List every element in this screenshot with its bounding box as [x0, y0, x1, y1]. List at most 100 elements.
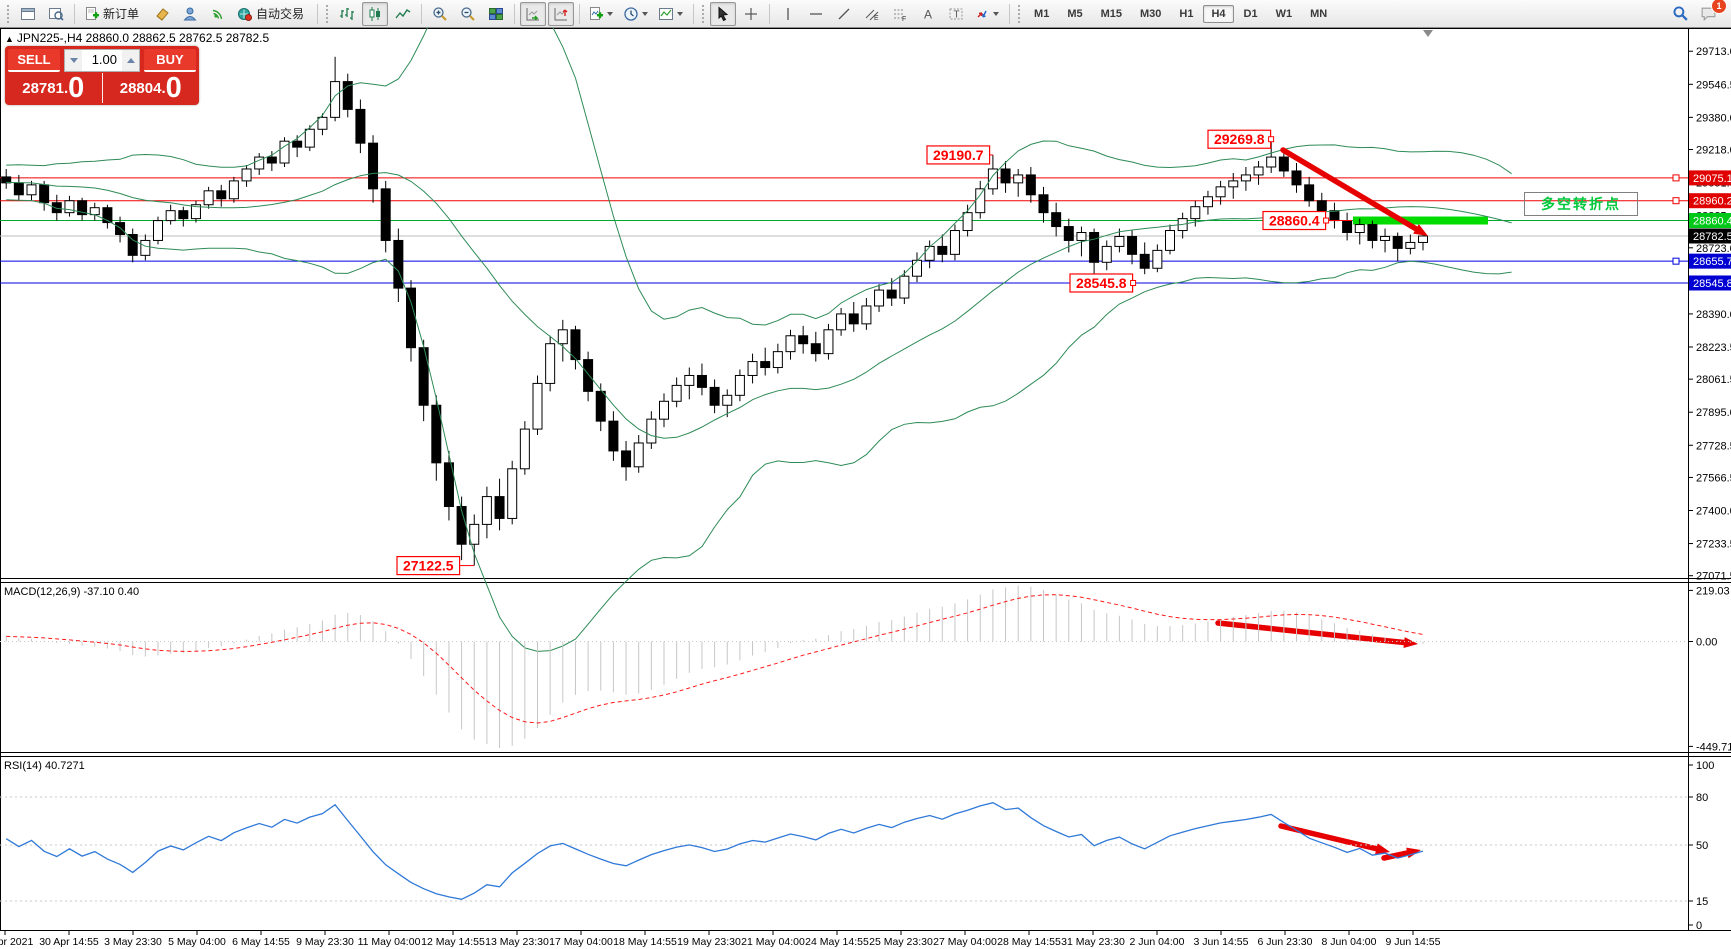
candlestick [266, 156, 277, 164]
callout-handle[interactable] [1268, 136, 1275, 143]
trend-arrow-head [1413, 224, 1428, 236]
cursor-tool-button[interactable] [710, 1, 737, 26]
volume-decrease-button[interactable] [65, 50, 82, 71]
candlestick [823, 329, 834, 355]
timeframe-m5-button[interactable]: M5 [1067, 7, 1083, 20]
price-callout-box[interactable] [926, 145, 991, 165]
candlestick [165, 210, 176, 222]
highlight-bar[interactable] [1353, 216, 1488, 225]
sell-price[interactable]: 28781. 0 [5, 73, 103, 103]
toolbar-grip[interactable] [1017, 3, 1023, 24]
bollinger-upper-band [6, 0, 1512, 326]
candlestick-chart-button[interactable] [362, 1, 389, 26]
fibonacci-tool-button[interactable]: F [887, 2, 913, 26]
text-tool-button[interactable]: A [915, 2, 941, 26]
scroll-marker-icon[interactable] [1423, 30, 1433, 37]
signals-button[interactable] [205, 2, 231, 26]
buy-price[interactable]: 28804. 0 [103, 73, 200, 103]
trend-arrow[interactable] [1280, 147, 1419, 232]
text-label-tool-button[interactable]: T [943, 2, 969, 26]
search-icon[interactable] [1667, 2, 1693, 26]
rsi-axis-label: 100 [1696, 760, 1714, 772]
eraser-button[interactable] [149, 2, 175, 26]
price-callout-label: 29269.8 [1214, 131, 1265, 147]
vertical-line-tool-button[interactable] [775, 2, 801, 26]
candlestick [406, 287, 416, 349]
crosshair-tool-button[interactable] [738, 2, 764, 26]
candlestick [64, 200, 75, 214]
line-chart-button[interactable] [390, 2, 416, 26]
candlestick [987, 168, 998, 190]
timeframe-h1-button[interactable]: H1 [1179, 7, 1194, 20]
toolbar-grip[interactable] [6, 3, 11, 24]
line-handle[interactable] [1672, 197, 1680, 205]
candlestick [1013, 174, 1024, 184]
time-axis-label: 3 Jun 14:55 [1194, 936, 1249, 948]
price-axis-label: 27566.5 [1696, 472, 1731, 484]
timeframe-m30-button[interactable]: M30 [1140, 7, 1162, 20]
rsi-line [5, 802, 1424, 900]
chart-shift-button[interactable] [548, 1, 575, 26]
timeframe-d1-button[interactable]: D1 [1243, 7, 1258, 20]
toolbar-grip[interactable] [701, 3, 707, 24]
timeframe-h4-button[interactable]: H4 [1203, 4, 1234, 23]
callout-handle[interactable] [1130, 279, 1137, 286]
candlestick [380, 188, 391, 241]
candlestick [608, 420, 619, 452]
timeframe-w1-button[interactable]: W1 [1275, 7, 1293, 20]
timeframe-m1-button[interactable]: M1 [1034, 7, 1050, 20]
timeframe-m15-button[interactable]: M15 [1100, 7, 1122, 20]
timeframe-mn-button[interactable]: MN [1310, 7, 1328, 20]
callout-handle[interactable] [1323, 217, 1330, 224]
volume-input[interactable]: 1.00 [91, 52, 117, 67]
chat-button[interactable]: 1 [1695, 0, 1727, 26]
price-axis-tag [1689, 170, 1731, 186]
time-axis-label: 21 May 04:00 [741, 936, 805, 948]
price-callout-box[interactable] [396, 555, 461, 576]
annotation-text-box[interactable]: 多空转折点 [1524, 192, 1638, 216]
dropdown-caret [642, 11, 649, 16]
tick-chart-button[interactable] [43, 2, 69, 26]
buy-button[interactable]: BUY [144, 49, 196, 72]
tile-windows-button[interactable] [483, 2, 509, 26]
candlestick [659, 400, 669, 420]
zoom-out-button[interactable] [455, 2, 481, 26]
toolbar-separator [421, 3, 423, 24]
time-axis-label: 6 Jun 23:30 [1258, 936, 1313, 948]
arrows-tool-button[interactable] [971, 2, 1004, 26]
equidistant-channel-tool-button[interactable]: E [859, 2, 885, 26]
toolbar-separator [769, 3, 771, 24]
time-axis-label: 28 May 14:55 [997, 936, 1061, 948]
profile-button[interactable] [177, 2, 203, 26]
line-handle[interactable] [1672, 174, 1680, 182]
candlestick [279, 140, 290, 164]
indicators-button[interactable] [585, 2, 618, 26]
line-handle[interactable] [1672, 257, 1680, 265]
toolbar-grip[interactable] [325, 3, 331, 24]
time-axis-label: 29 Apr 2021 [0, 936, 33, 948]
sell-button[interactable]: SELL [8, 49, 60, 72]
rsi-axis-label: 15 [1696, 896, 1708, 908]
new-chart-window-button[interactable] [15, 2, 41, 26]
new-order-button[interactable]: 新订单 [80, 2, 147, 26]
candlestick [1266, 156, 1277, 168]
candlestick [507, 468, 518, 519]
zoom-in-button[interactable] [427, 2, 453, 26]
candlestick [798, 335, 809, 345]
candlestick [1025, 174, 1036, 196]
candlestick [115, 222, 126, 235]
auto-trading-button[interactable]: 自动交易 [233, 2, 312, 26]
candlestick [304, 128, 315, 148]
horizontal-line-tool-button[interactable] [803, 2, 829, 26]
candlestick [696, 374, 707, 388]
bar-chart-button[interactable] [334, 2, 360, 26]
trend-arrow[interactable] [1381, 850, 1411, 861]
trend-arrow[interactable] [1215, 620, 1407, 646]
trendline-tool-button[interactable] [831, 2, 857, 26]
auto-scroll-button[interactable] [520, 1, 547, 26]
volume-increase-button[interactable] [122, 50, 139, 71]
templates-button[interactable] [655, 2, 688, 26]
periods-button[interactable] [620, 2, 653, 26]
